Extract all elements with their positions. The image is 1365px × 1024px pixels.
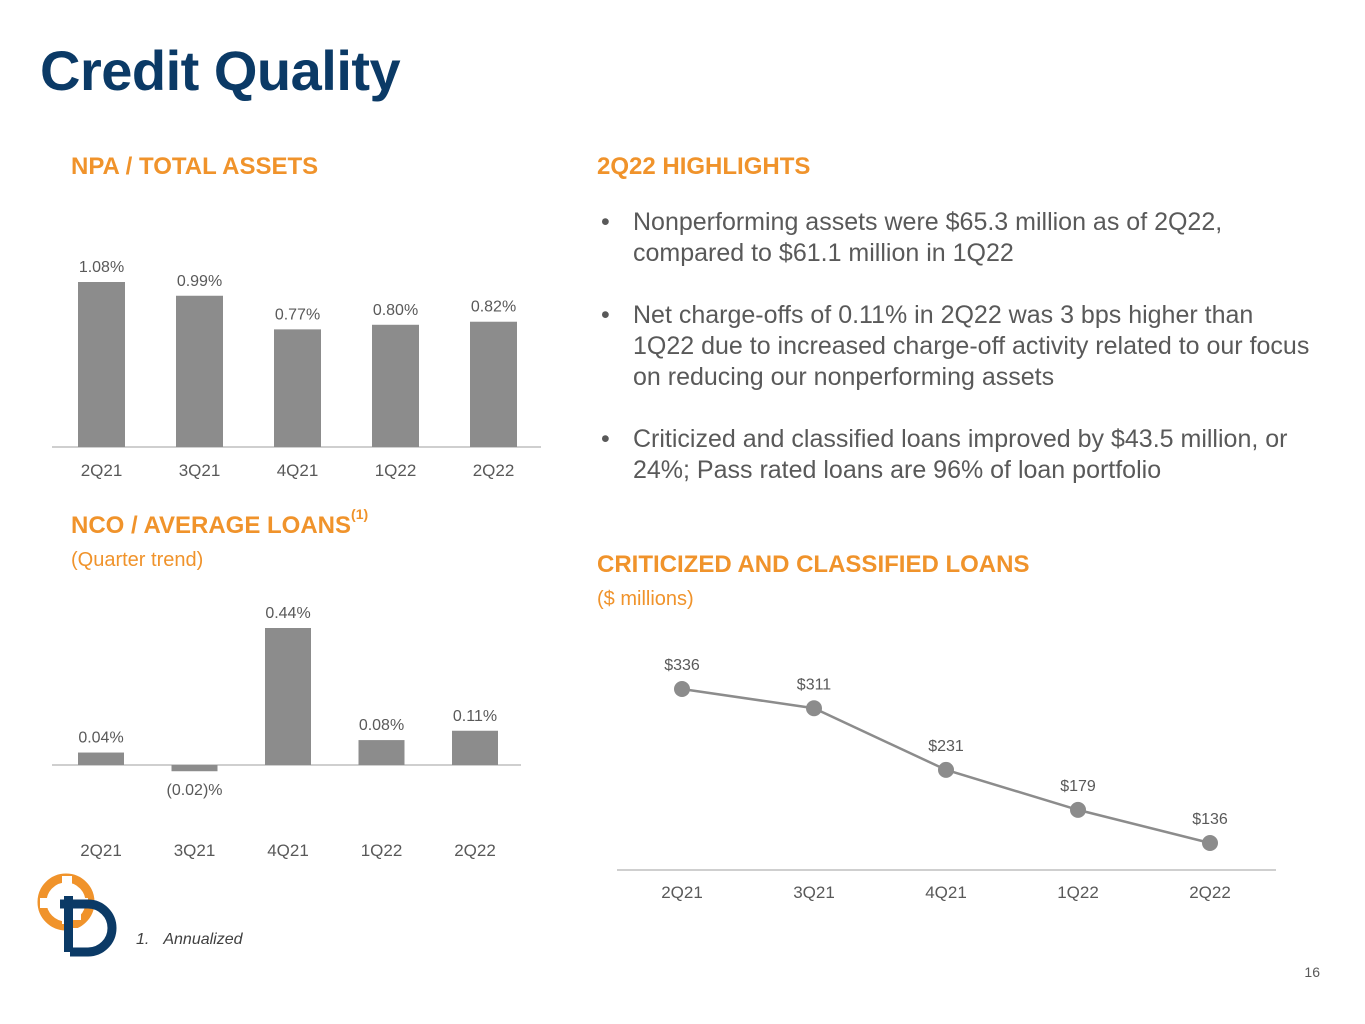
nco-value-label: (0.02)% xyxy=(166,782,222,799)
criticized-subtitle: ($ millions) xyxy=(597,588,694,610)
criticized-heading: CRITICIZED AND CLASSIFIED LOANS xyxy=(597,551,1030,578)
npa-value-label: 0.80% xyxy=(373,302,418,319)
nco-subtitle: (Quarter trend) xyxy=(71,549,204,571)
npa-heading: NPA / TOTAL ASSETS xyxy=(71,153,319,180)
criticized-category-label: 4Q21 xyxy=(925,883,967,902)
criticized-value-label: $179 xyxy=(1060,778,1096,795)
footnote-text: Annualized xyxy=(163,931,243,948)
npa-bar xyxy=(274,329,321,447)
npa-category-label: 1Q22 xyxy=(375,461,417,480)
highlight-text: Nonperforming assets were $65.3 million … xyxy=(633,208,1223,267)
company-logo xyxy=(37,873,117,957)
highlights-heading: 2Q22 HIGHLIGHTS xyxy=(597,153,811,180)
criticized-category-label: 3Q21 xyxy=(793,883,835,902)
nco-chart: 0.04% 2Q21 (0.02)% 3Q21 0.44% 4Q21 0.08% 1Q22 0.… xyxy=(52,605,521,860)
highlight-item: • Criticized and classified loans improve… xyxy=(597,424,1317,486)
highlight-item: • Nonperforming assets were $65.3 million… xyxy=(597,207,1317,269)
npa-chart: 1.08% 2Q21 0.99% 3Q21 0.77% 4Q21 0.80% 1Q22 0.82… xyxy=(52,259,541,480)
highlight-text: Net charge-offs of 0.11% in 2Q22 was 3 b… xyxy=(633,301,1310,391)
nco-heading: NCO / AVERAGE LOANS(1) xyxy=(71,506,368,540)
nco-category-label: 1Q22 xyxy=(361,841,403,860)
npa-value-label: 0.99% xyxy=(177,273,222,290)
npa-bar xyxy=(372,324,419,447)
npa-value-label: 0.77% xyxy=(275,306,320,323)
criticized-category-label: 2Q21 xyxy=(661,883,703,902)
criticized-point xyxy=(938,761,954,778)
criticized-value-label: $136 xyxy=(1192,811,1228,828)
nco-bar xyxy=(358,740,405,765)
npa-value-label: 1.08% xyxy=(79,259,124,276)
nco-category-label: 2Q21 xyxy=(80,841,122,860)
nco-bar xyxy=(171,765,218,772)
nco-category-label: 2Q22 xyxy=(454,841,496,860)
nco-value-label: 0.08% xyxy=(359,717,404,734)
nco-footnote-ref: (1) xyxy=(351,506,369,522)
npa-category-label: 2Q21 xyxy=(81,461,123,480)
page-number: 16 xyxy=(1304,964,1320,980)
criticized-chart: $336 2Q21 $311 3Q21 $231 4Q21 $179 1Q22 $136 2Q22 xyxy=(617,657,1276,902)
page-title: Credit Quality xyxy=(40,39,401,102)
npa-value-label: 0.82% xyxy=(471,299,516,316)
criticized-value-label: $311 xyxy=(797,676,832,693)
criticized-point xyxy=(1070,801,1086,818)
nco-category-label: 4Q21 xyxy=(267,841,309,860)
criticized-category-label: 1Q22 xyxy=(1057,883,1099,902)
npa-category-label: 4Q21 xyxy=(277,461,319,480)
criticized-category-label: 2Q22 xyxy=(1189,883,1231,902)
npa-category-label: 3Q21 xyxy=(179,461,221,480)
npa-bar xyxy=(78,282,125,447)
npa-bar xyxy=(176,295,223,447)
npa-category-label: 2Q22 xyxy=(473,461,515,480)
nco-category-label: 3Q21 xyxy=(174,841,216,860)
nco-bar xyxy=(78,752,124,765)
criticized-point xyxy=(674,681,690,697)
highlight-item: • Net charge-offs of 0.11% in 2Q22 was 3 … xyxy=(597,300,1317,393)
highlights-list: • Nonperforming assets were $65.3 million… xyxy=(597,207,1317,517)
nco-heading-text: NCO / AVERAGE LOANS xyxy=(71,512,352,539)
footnote: 1. Annualized xyxy=(136,931,243,949)
bullet-icon: • xyxy=(601,208,610,236)
nco-value-label: 0.11% xyxy=(453,708,497,725)
criticized-value-label: $231 xyxy=(928,738,964,755)
nco-bar xyxy=(265,628,311,765)
nco-bar xyxy=(452,730,498,765)
npa-bar xyxy=(470,321,517,447)
criticized-value-label: $336 xyxy=(664,657,700,674)
bullet-icon: • xyxy=(601,301,610,329)
footnote-number: 1. xyxy=(136,931,150,948)
highlight-text: Criticized and classified loans improved… xyxy=(633,425,1288,484)
nco-value-label: 0.44% xyxy=(265,605,310,622)
criticized-point xyxy=(806,700,822,717)
criticized-point xyxy=(1202,835,1218,851)
nco-value-label: 0.04% xyxy=(78,730,123,747)
bullet-icon: • xyxy=(601,425,610,453)
